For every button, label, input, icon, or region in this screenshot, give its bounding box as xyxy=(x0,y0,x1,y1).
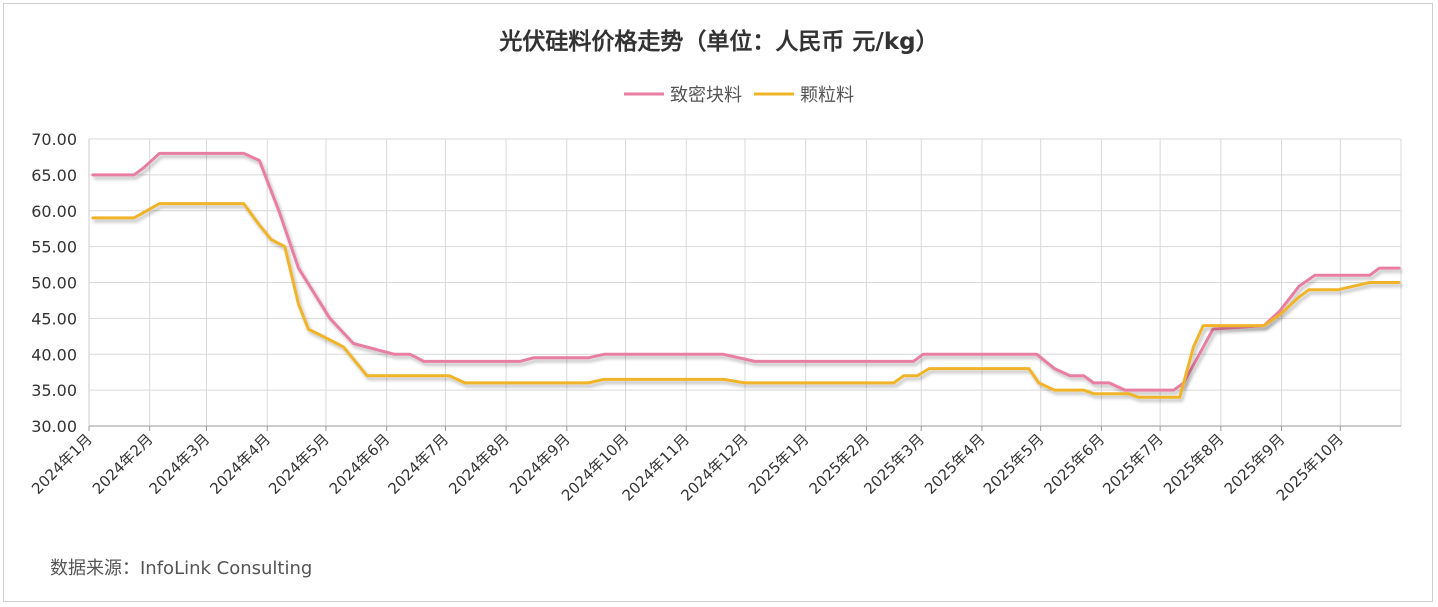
x-tick-label: 2025年8月 xyxy=(1160,430,1228,498)
x-tick-label: 2024年5月 xyxy=(265,430,333,498)
x-tick-label: 2025年4月 xyxy=(921,430,989,498)
x-tick-label: 2024年7月 xyxy=(385,430,453,498)
y-tick-label: 45.00 xyxy=(31,309,77,328)
data-source: 数据来源：InfoLink Consulting xyxy=(50,558,313,579)
y-tick-label: 60.00 xyxy=(31,202,77,221)
x-tick-label: 2024年4月 xyxy=(206,430,274,498)
legend-label-1: 致密块料 xyxy=(670,85,742,106)
legend-label-2: 颗粒料 xyxy=(800,85,854,106)
y-tick-label: 40.00 xyxy=(31,345,77,364)
y-tick-label: 70.00 xyxy=(31,130,77,149)
x-tick-label: 2025年1月 xyxy=(745,430,813,498)
x-tick-label: 2024年1月 xyxy=(28,430,96,498)
chart-frame xyxy=(3,3,1433,602)
y-tick-label: 50.00 xyxy=(31,274,77,293)
x-tick-label: 2025年6月 xyxy=(1041,430,1109,498)
series-line-2 xyxy=(91,202,1401,399)
x-tick-label: 2025年7月 xyxy=(1099,430,1167,498)
x-tick-label: 2024年6月 xyxy=(326,430,394,498)
x-tick-label: 2024年2月 xyxy=(89,430,157,498)
x-tick-label: 2025年5月 xyxy=(980,430,1048,498)
y-tick-label: 30.00 xyxy=(31,417,77,436)
x-tick-label: 2024年3月 xyxy=(146,430,214,498)
x-tick-label: 2024年8月 xyxy=(445,430,513,498)
chart-title: 光伏硅料价格走势（单位：人民币 元/kg） xyxy=(499,29,939,55)
y-tick-label: 35.00 xyxy=(31,381,77,400)
y-tick-label: 65.00 xyxy=(31,166,77,185)
y-tick-label: 55.00 xyxy=(31,238,77,257)
